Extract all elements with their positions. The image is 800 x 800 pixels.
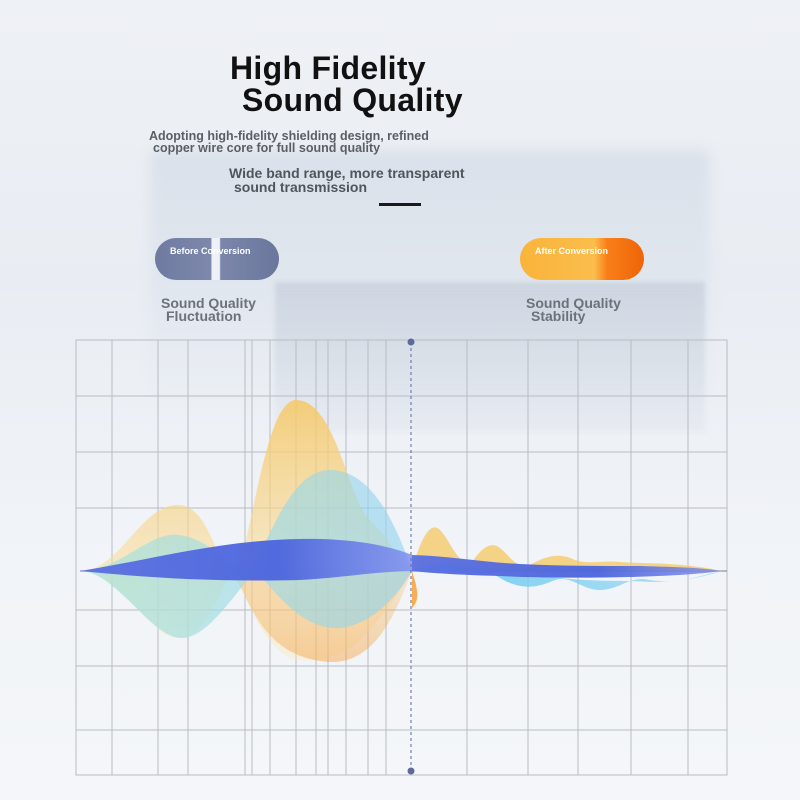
stability-label-line-2: Stability — [531, 308, 586, 324]
title-line-2: Sound Quality — [242, 82, 463, 118]
fluctuation-label-line-2: Fluctuation — [166, 308, 242, 324]
description-shielding-line-1: Adopting high-fidelity shielding design,… — [149, 129, 429, 143]
description-band-line-2: sound transmission — [234, 179, 368, 195]
stability-label: Sound Quality Stability — [526, 295, 621, 324]
before-conversion-badge: Before Conversion — [155, 238, 279, 280]
after-conversion-label: After Conversion — [535, 246, 609, 256]
description-shielding: Adopting high-fidelity shielding design,… — [149, 129, 429, 155]
wave-yellow-right — [412, 527, 722, 571]
fluctuation-label: Sound Quality Fluctuation — [161, 295, 256, 324]
divider-bottom-dot — [407, 767, 415, 775]
wave-orange-right — [412, 571, 418, 608]
background-blur — [150, 150, 710, 410]
page-title: High Fidelity Sound Quality — [230, 52, 463, 116]
fluctuation-label-line-1: Sound Quality — [161, 295, 256, 311]
description-band-line-1: Wide band range, more transparent — [229, 165, 465, 181]
stability-label-line-1: Sound Quality — [526, 295, 621, 311]
description-shielding-line-2: copper wire core for full sound quality — [153, 141, 381, 155]
title-line-1: High Fidelity — [230, 50, 426, 86]
wave-blue-left — [80, 538, 412, 581]
description-band-range: Wide band range, more transparent sound … — [229, 166, 465, 194]
divider-top-dot — [407, 338, 415, 346]
wave-teal-left — [80, 470, 412, 639]
grid-border — [75, 339, 728, 776]
before-conversion-label: Before Conversion — [170, 246, 251, 256]
wave-blue-right — [412, 555, 722, 578]
after-conversion-badge: After Conversion — [520, 238, 644, 280]
title-divider — [379, 203, 421, 206]
background-screen — [275, 282, 705, 432]
